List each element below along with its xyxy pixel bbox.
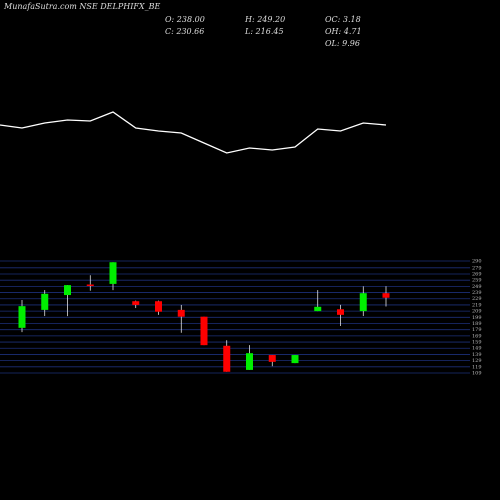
candle-body: [246, 353, 253, 370]
y-tick-label: 189: [472, 321, 482, 327]
y-tick-label: 219: [472, 302, 482, 308]
ohlc-info: C: 230.66: [165, 27, 204, 36]
candle-body: [132, 301, 140, 305]
y-tick-label: 269: [472, 271, 482, 277]
y-tick-label: 179: [472, 327, 482, 333]
y-tick-label: 209: [472, 309, 482, 315]
candle-body: [359, 293, 367, 312]
y-tick-label: 149: [472, 346, 482, 352]
candle-body: [41, 293, 49, 310]
y-tick-label: 249: [472, 284, 482, 290]
y-tick-label: 279: [472, 265, 482, 271]
candle-body: [18, 306, 26, 328]
y-tick-label: 119: [472, 364, 482, 370]
candle-body: [200, 316, 208, 346]
y-tick-label: 199: [472, 315, 482, 321]
candle-body: [109, 262, 117, 284]
y-tick-label: 239: [472, 290, 482, 296]
y-tick-label: 129: [472, 358, 482, 364]
y-tick-label: 109: [472, 371, 482, 377]
candle-body: [268, 355, 276, 362]
candle-body: [382, 293, 390, 298]
ohlc-info: H: 249.20: [244, 15, 285, 24]
y-tick-label: 259: [472, 278, 482, 284]
candle-body: [155, 301, 162, 312]
ohlc-info: OH: 4.71: [325, 27, 362, 36]
y-tick-label: 159: [472, 340, 482, 346]
indicator-line: [0, 111, 387, 154]
candle-body: [64, 285, 71, 296]
y-tick-label: 169: [472, 333, 482, 339]
chart-title: MunafaSutra.com NSE DELPHIFX_BE: [3, 2, 160, 11]
ohlc-info: OC: 3.18: [325, 15, 361, 24]
y-tick-label: 229: [472, 296, 482, 302]
y-tick-label: 139: [472, 352, 482, 358]
candle-body: [223, 345, 231, 372]
candle-body: [177, 309, 185, 317]
candle-body: [86, 284, 94, 287]
candle-body: [337, 309, 344, 315]
ohlc-info: OL: 9.96: [325, 39, 360, 48]
ohlc-info: L: 216.45: [244, 27, 284, 36]
candle-body: [291, 355, 299, 364]
y-tick-label: 290: [472, 259, 482, 265]
ohlc-info: O: 238.00: [165, 15, 205, 24]
candle-body: [314, 306, 322, 312]
